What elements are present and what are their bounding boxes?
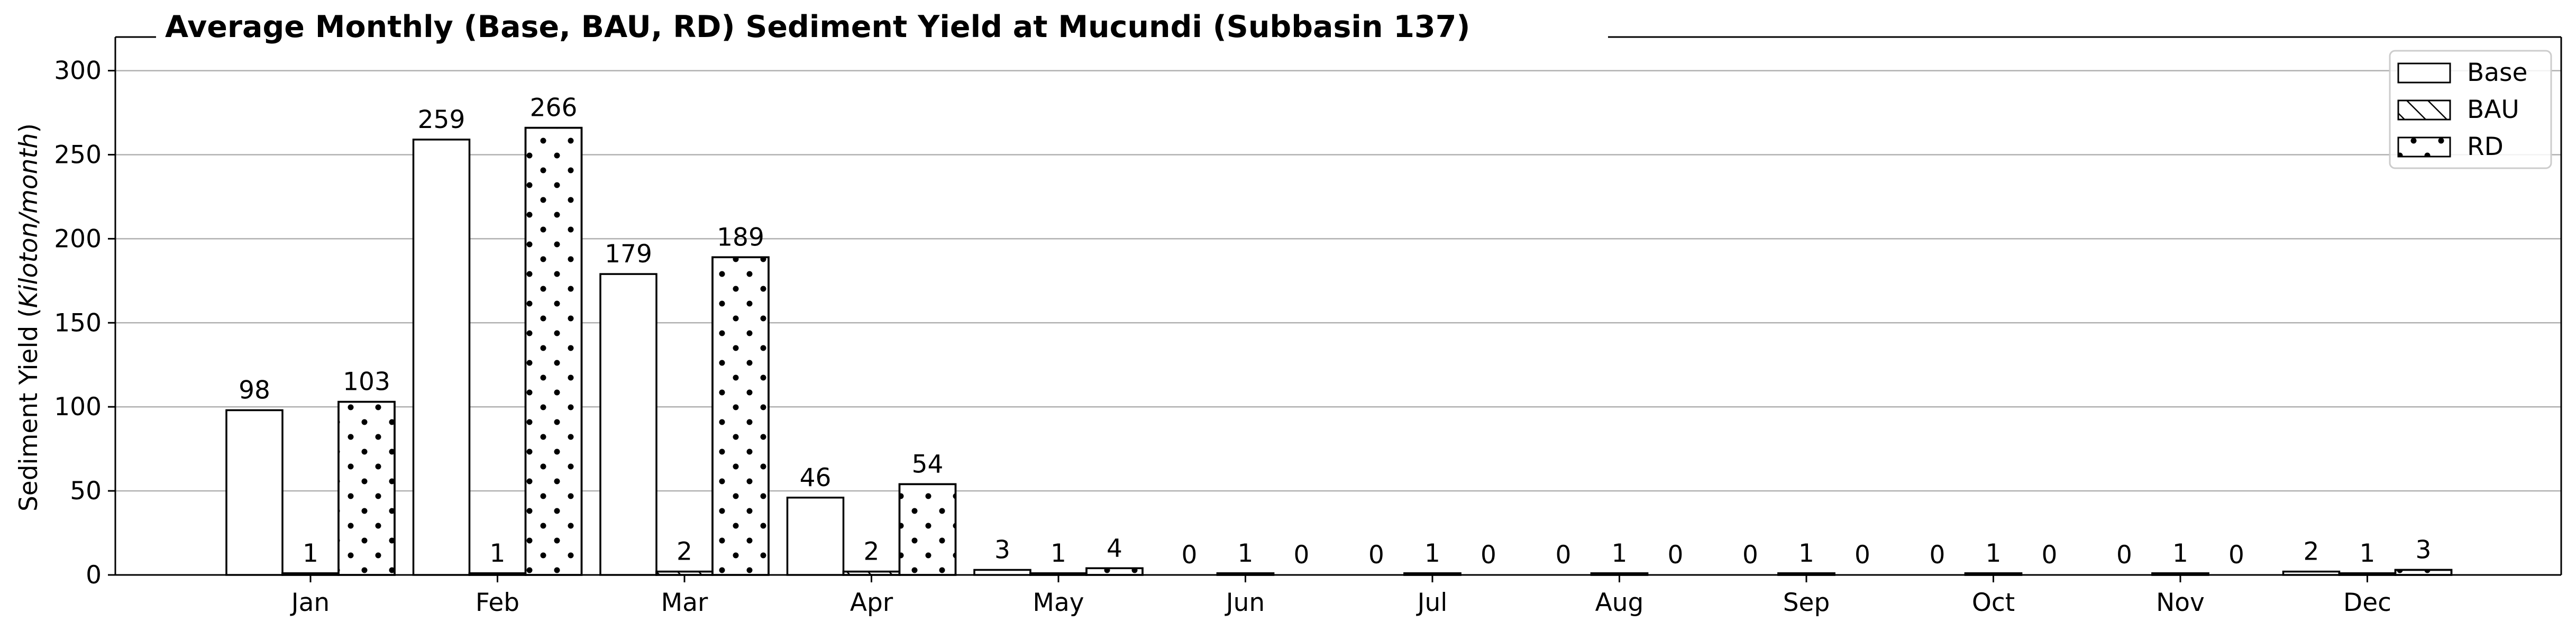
- data-label-base-dec: 2: [2304, 537, 2319, 566]
- data-label-rd-jul: 0: [1481, 541, 1496, 570]
- data-label-bau-oct: 1: [1986, 539, 2002, 568]
- legend-label-rd: RD: [2467, 132, 2504, 161]
- y-tick-label: 0: [86, 561, 102, 590]
- data-label-base-feb: 259: [418, 105, 465, 134]
- data-label-rd-mar: 189: [717, 223, 764, 252]
- data-label-bau-jun: 1: [1238, 539, 1254, 568]
- data-label-bau-sep: 1: [1798, 539, 1814, 568]
- data-label-rd-aug: 0: [1668, 541, 1684, 570]
- x-tick-label-nov: Nov: [2156, 588, 2205, 617]
- bar-pattern-rd-may: [1085, 567, 1144, 576]
- data-label-base-nov: 0: [2116, 541, 2132, 570]
- data-label-bau-apr: 2: [864, 537, 880, 566]
- legend-label-bau: BAU: [2467, 95, 2519, 124]
- bar-base-apr: [786, 497, 845, 576]
- y-axis-label-unit: Kiloton/month: [14, 133, 43, 308]
- legend-swatch-pattern-rd: [2397, 136, 2451, 158]
- data-label-rd-may: 4: [1107, 534, 1122, 563]
- x-tick-label-dec: Dec: [2343, 588, 2391, 617]
- data-label-base-sep: 0: [1742, 541, 1758, 570]
- x-tick-label-sep: Sep: [1783, 588, 1830, 617]
- legend: Base BAU RD: [2389, 50, 2552, 169]
- data-label-rd-nov: 0: [2228, 541, 2244, 570]
- data-label-rd-feb: 266: [530, 94, 578, 123]
- x-tick-label-feb: Feb: [476, 588, 519, 617]
- data-label-bau-may: 1: [1051, 539, 1066, 568]
- bar-base-feb: [412, 139, 471, 576]
- data-label-bau-nov: 1: [2172, 539, 2188, 568]
- x-tick-label-jun: Jun: [1225, 588, 1265, 617]
- data-label-base-may: 3: [994, 535, 1010, 564]
- data-label-bau-mar: 2: [677, 537, 692, 566]
- y-tick-label: 150: [54, 308, 102, 337]
- bar-pattern-rd-jan: [337, 400, 396, 576]
- legend-swatch-pattern-bau: [2397, 99, 2451, 121]
- data-label-base-jan: 98: [239, 376, 270, 405]
- y-tick-label: 100: [54, 392, 102, 422]
- data-label-rd-oct: 0: [2042, 541, 2058, 570]
- y-axis-label-prefix: Sediment Yield (: [14, 308, 43, 511]
- x-tick-label-may: May: [1033, 588, 1084, 617]
- x-tick-label-apr: Apr: [850, 588, 893, 617]
- data-label-rd-jan: 103: [343, 368, 390, 397]
- x-tick-label-jan: Jan: [290, 588, 330, 617]
- data-label-rd-apr: 54: [912, 450, 944, 479]
- bar-base-mar: [599, 273, 657, 576]
- data-label-bau-feb: 1: [490, 539, 506, 568]
- data-label-bau-aug: 1: [1612, 539, 1628, 568]
- legend-swatch-base: [2397, 62, 2451, 84]
- bars: [225, 126, 2453, 576]
- data-label-base-jul: 0: [1368, 541, 1384, 570]
- bar-base-jan: [225, 409, 284, 576]
- y-tick-label: 200: [54, 224, 102, 253]
- data-label-base-aug: 0: [1556, 541, 1572, 570]
- y-axis-label: Sediment Yield (Kiloton/month): [14, 123, 43, 511]
- legend-label-base: Base: [2467, 58, 2527, 87]
- bar-pattern-rd-apr: [898, 483, 957, 576]
- x-tick-label-aug: Aug: [1595, 588, 1644, 617]
- y-tick-label: 50: [70, 477, 102, 506]
- y-tick-label: 250: [54, 140, 102, 169]
- bar-pattern-rd-mar: [711, 256, 770, 576]
- data-label-bau-jan: 1: [303, 539, 318, 568]
- data-label-bau-dec: 1: [2360, 539, 2376, 568]
- grid-lines: [115, 70, 2561, 576]
- y-axis-label-suffix: ): [14, 123, 43, 133]
- bar-pattern-rd-feb: [524, 126, 583, 576]
- data-label-rd-sep: 0: [1855, 541, 1870, 570]
- data-label-base-jun: 0: [1182, 541, 1198, 570]
- y-axis: 0 50 100 150 200 250 300: [54, 57, 115, 590]
- y-tick-label: 300: [54, 57, 102, 86]
- data-label-rd-dec: 3: [2416, 535, 2432, 564]
- chart-title: Average Monthly (Base, BAU, RD) Sediment…: [165, 10, 1470, 44]
- x-tick-label-oct: Oct: [1972, 588, 2015, 617]
- data-label-base-apr: 46: [800, 463, 832, 492]
- x-tick-label-jul: Jul: [1416, 588, 1448, 617]
- data-label-rd-jun: 0: [1294, 541, 1310, 570]
- x-axis: Jan Feb Mar Apr May Jun Jul Aug Sep Oct Nov Dec: [290, 575, 2391, 617]
- data-label-bau-jul: 1: [1424, 539, 1440, 568]
- plot-frame: [114, 36, 2562, 576]
- x-tick-label-mar: Mar: [661, 588, 708, 617]
- data-label-base-oct: 0: [1930, 541, 1945, 570]
- data-label-base-mar: 179: [605, 240, 652, 269]
